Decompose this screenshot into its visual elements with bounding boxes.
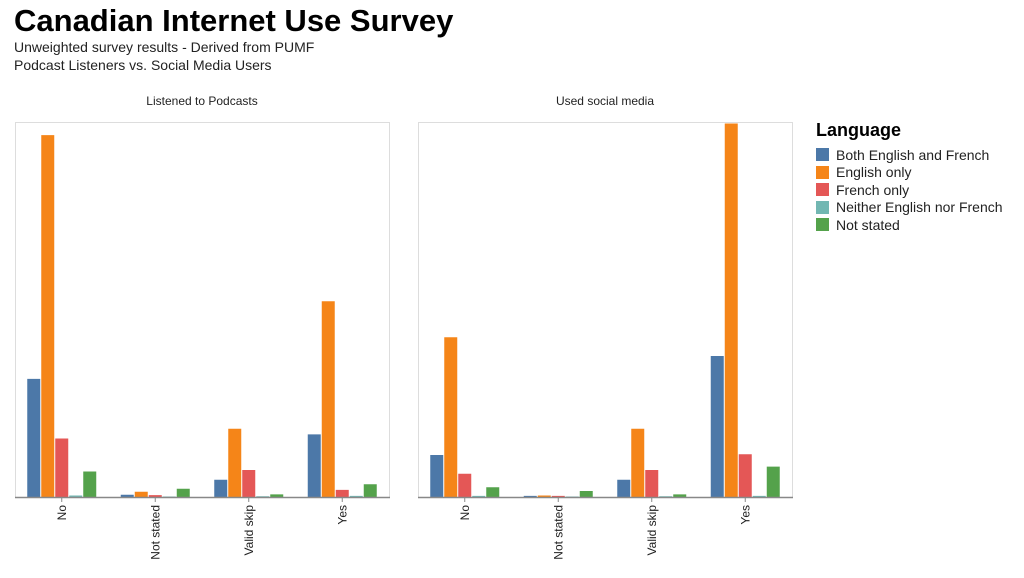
bar — [579, 491, 593, 497]
bar — [551, 495, 565, 497]
bar — [430, 455, 444, 497]
bar — [242, 470, 256, 497]
legend-swatch — [816, 218, 829, 232]
legend-item: French only — [816, 181, 1003, 199]
bar — [766, 466, 780, 497]
panel-2: Used social media No Not stated Valid skip Y… — [418, 94, 793, 560]
bar — [335, 489, 349, 497]
bar — [752, 495, 766, 497]
bar — [321, 301, 335, 497]
bar — [307, 434, 321, 497]
bar — [27, 378, 41, 497]
bar — [724, 123, 738, 497]
x-tick-label: Valid skip — [645, 505, 659, 556]
bar — [659, 496, 673, 497]
bar — [55, 438, 69, 497]
legend-title: Language — [816, 120, 902, 140]
chart-title: Canadian Internet Use Survey — [14, 3, 454, 38]
bar — [673, 494, 687, 497]
bar — [631, 428, 645, 497]
legend-swatch — [816, 183, 829, 197]
bar — [738, 454, 752, 497]
bar — [41, 135, 55, 497]
legend-item: English only — [816, 164, 1003, 182]
bar — [134, 491, 148, 497]
bar — [120, 494, 134, 497]
bar — [69, 495, 83, 497]
legend-swatch — [816, 165, 829, 179]
panel-title: Used social media — [556, 94, 654, 108]
bar — [523, 495, 537, 497]
panel-title: Listened to Podcasts — [146, 94, 257, 108]
bar — [710, 356, 724, 497]
legend-label: French only — [836, 181, 910, 198]
bar — [444, 337, 458, 497]
bar — [458, 473, 472, 497]
x-tick-label: Not stated — [551, 505, 565, 560]
legend-label: Both English and French — [836, 146, 990, 163]
bar — [176, 488, 190, 497]
legend: Language Both English and French English … — [816, 119, 1003, 234]
legend-item: Neither English nor French — [816, 199, 1003, 217]
legend-item: Not stated — [816, 216, 1003, 234]
legend-swatch — [816, 148, 829, 162]
legend-label: Not stated — [836, 216, 900, 233]
bar — [148, 495, 162, 497]
bar — [214, 479, 228, 497]
bar — [645, 470, 659, 497]
legend-label: English only — [836, 164, 912, 181]
legend-item: Both English and French — [816, 146, 1003, 164]
chart-subtitle-line-2: Podcast Listeners vs. Social Media Users — [14, 57, 272, 73]
bar — [472, 495, 486, 497]
bar — [617, 479, 631, 497]
bar — [537, 495, 551, 497]
bar — [349, 495, 363, 497]
x-tick-label: No — [458, 505, 472, 521]
bar — [83, 471, 97, 497]
panel-1: Listened to Podcasts No Not stated Valid sk… — [15, 94, 390, 560]
bar — [256, 496, 270, 497]
x-tick-label: No — [55, 505, 69, 521]
chart-subtitle-line-1: Unweighted survey results - Derived from… — [14, 39, 315, 55]
legend-swatch — [816, 200, 829, 214]
bar — [486, 487, 500, 497]
x-tick-label: Valid skip — [242, 505, 256, 556]
x-tick-label: Yes — [335, 505, 349, 525]
legend-label: Neither English nor French — [836, 199, 1003, 216]
x-tick-label: Not stated — [148, 505, 162, 560]
bar — [228, 428, 242, 497]
bar — [363, 484, 377, 497]
bar — [270, 494, 284, 497]
x-tick-label: Yes — [738, 505, 752, 525]
